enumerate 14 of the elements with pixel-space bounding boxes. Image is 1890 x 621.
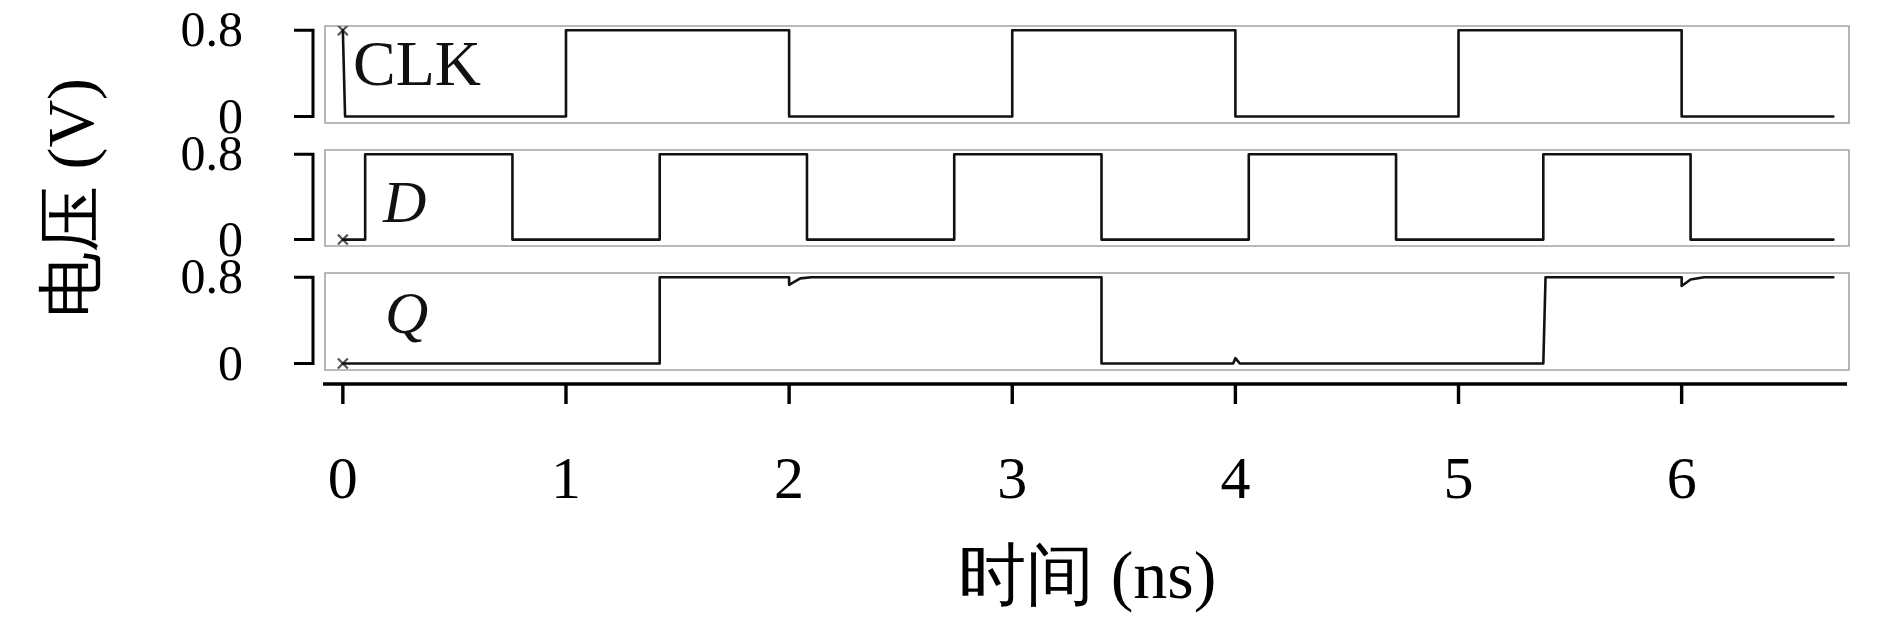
y-tick-label: 0: [218, 334, 243, 391]
x-tick-label: 3: [997, 444, 1028, 511]
y-axis-title: 电压 (V): [33, 77, 108, 319]
x-tick-label: 1: [550, 444, 581, 511]
x-axis-title: 时间 (ns): [957, 537, 1217, 614]
x-tick-label: 2: [774, 444, 805, 511]
series-label: CLK: [353, 27, 481, 99]
x-tick-label: 4: [1220, 444, 1251, 511]
y-tick-label: 0.8: [180, 1, 243, 58]
x-tick-label: 5: [1443, 444, 1474, 511]
x-tick-label: 6: [1666, 444, 1697, 511]
series-label: Q: [385, 279, 429, 346]
series-label: D: [382, 168, 427, 235]
x-tick-label: 0: [327, 444, 358, 511]
